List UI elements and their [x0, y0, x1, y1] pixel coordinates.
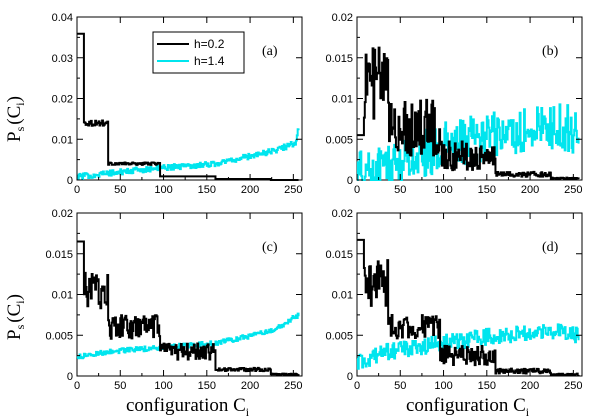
series-line-h14 — [76, 128, 300, 181]
y-tick-label: 0.02 — [332, 12, 353, 24]
tick-layer: 0 50 100 150 200 250 0 0.01 0.02 0.03 0.04 — [52, 12, 303, 196]
x-tick-label: 0 — [354, 184, 360, 196]
y-tick-label: 0 — [67, 175, 73, 187]
y-tick-label: 0.02 — [52, 208, 73, 220]
tick-layer: 0 50 100 150 200 250 0 0.005 0.01 0.015 0.02 — [325, 208, 582, 392]
series-layer — [76, 240, 300, 377]
panel-b: 0 50 100 150 200 250 0 0.005 0.01 0.015 0.02 (b) — [325, 12, 582, 196]
series-line-h02 — [77, 32, 299, 181]
panel-a: 0 50 100 150 200 250 0 0.01 0.02 0.03 0.04 (a) h=0… — [52, 12, 303, 196]
legend: h=0.2 h=1.4 — [152, 31, 245, 74]
series-line-h02 — [357, 238, 580, 377]
tick-layer: 0 50 100 150 200 250 0 0.005 0.01 0.015 0.02 — [45, 208, 302, 392]
y-axis-label-bottom: Ps(Ci) — [4, 294, 27, 340]
x-tick-label: 200 — [521, 184, 539, 196]
series-layer — [356, 238, 580, 377]
y-tick-label: 0.04 — [52, 12, 73, 24]
x-tick-label: 0 — [74, 380, 80, 392]
y-tick-label: 0.005 — [45, 330, 73, 342]
x-tick-label: 50 — [394, 380, 406, 392]
series-layer — [356, 46, 580, 181]
y-tick-label: 0 — [347, 371, 353, 383]
x-tick-label: 250 — [284, 184, 302, 196]
tick-layer: 0 50 100 150 200 250 0 0.005 0.01 0.015 0.02 — [325, 12, 582, 196]
y-tick-label: 0.015 — [45, 249, 73, 261]
x-tick-label: 150 — [478, 184, 496, 196]
legend-label-h02: h=0.2 — [194, 37, 225, 51]
series-line-h02 — [77, 240, 300, 377]
x-tick-label: 250 — [284, 380, 302, 392]
x-tick-label: 150 — [198, 380, 216, 392]
x-tick-label: 50 — [114, 380, 126, 392]
y-axis-label-top: Ps(Ci) — [4, 96, 27, 142]
x-tick-label: 100 — [154, 380, 172, 392]
x-tick-label: 50 — [114, 184, 126, 196]
panel-label: (a) — [262, 44, 278, 59]
series-line-h02 — [357, 46, 580, 181]
y-tick-label: 0.01 — [332, 94, 353, 106]
x-tick-label: 200 — [241, 184, 259, 196]
x-tick-label: 200 — [521, 380, 539, 392]
x-tick-label: 150 — [198, 184, 216, 196]
legend-label-h14: h=1.4 — [194, 54, 225, 68]
x-tick-label: 250 — [564, 380, 582, 392]
series-line-h14 — [356, 103, 580, 181]
y-tick-label: 0.015 — [325, 249, 353, 261]
x-tick-label: 50 — [394, 184, 406, 196]
panel-d: 0 50 100 150 200 250 0 0.005 0.01 0.015 0.02 (d) — [325, 208, 582, 392]
y-tick-label: 0.02 — [332, 208, 353, 220]
legend-box — [152, 31, 245, 74]
y-tick-label: 0.03 — [52, 53, 73, 65]
x-tick-label: 100 — [434, 184, 452, 196]
x-axis-label-left: configuration Ci — [126, 395, 250, 417]
panel-c: 0 50 100 150 200 250 0 0.005 0.01 0.015 0.02 (c) — [45, 208, 302, 392]
x-tick-label: 200 — [241, 380, 259, 392]
x-tick-label: 0 — [74, 184, 80, 196]
y-tick-label: 0.005 — [325, 134, 353, 146]
y-tick-label: 0.02 — [52, 94, 73, 106]
x-tick-label: 0 — [354, 380, 360, 392]
x-axis-label-right: configuration Ci — [406, 395, 530, 417]
x-tick-label: 100 — [434, 380, 452, 392]
panel-label: (b) — [542, 44, 559, 59]
panel-label: (d) — [542, 240, 559, 255]
x-tick-label: 150 — [478, 380, 496, 392]
y-tick-label: 0 — [67, 371, 73, 383]
x-tick-label: 100 — [154, 184, 172, 196]
y-tick-label: 0.01 — [52, 290, 73, 302]
y-tick-label: 0.01 — [332, 290, 353, 302]
y-tick-label: 0.015 — [325, 53, 353, 65]
x-tick-label: 250 — [564, 184, 582, 196]
y-tick-label: 0 — [347, 175, 353, 187]
y-tick-label: 0.005 — [325, 330, 353, 342]
y-tick-label: 0.01 — [52, 134, 73, 146]
panel-label: (c) — [262, 240, 278, 255]
series-layer — [76, 32, 300, 181]
